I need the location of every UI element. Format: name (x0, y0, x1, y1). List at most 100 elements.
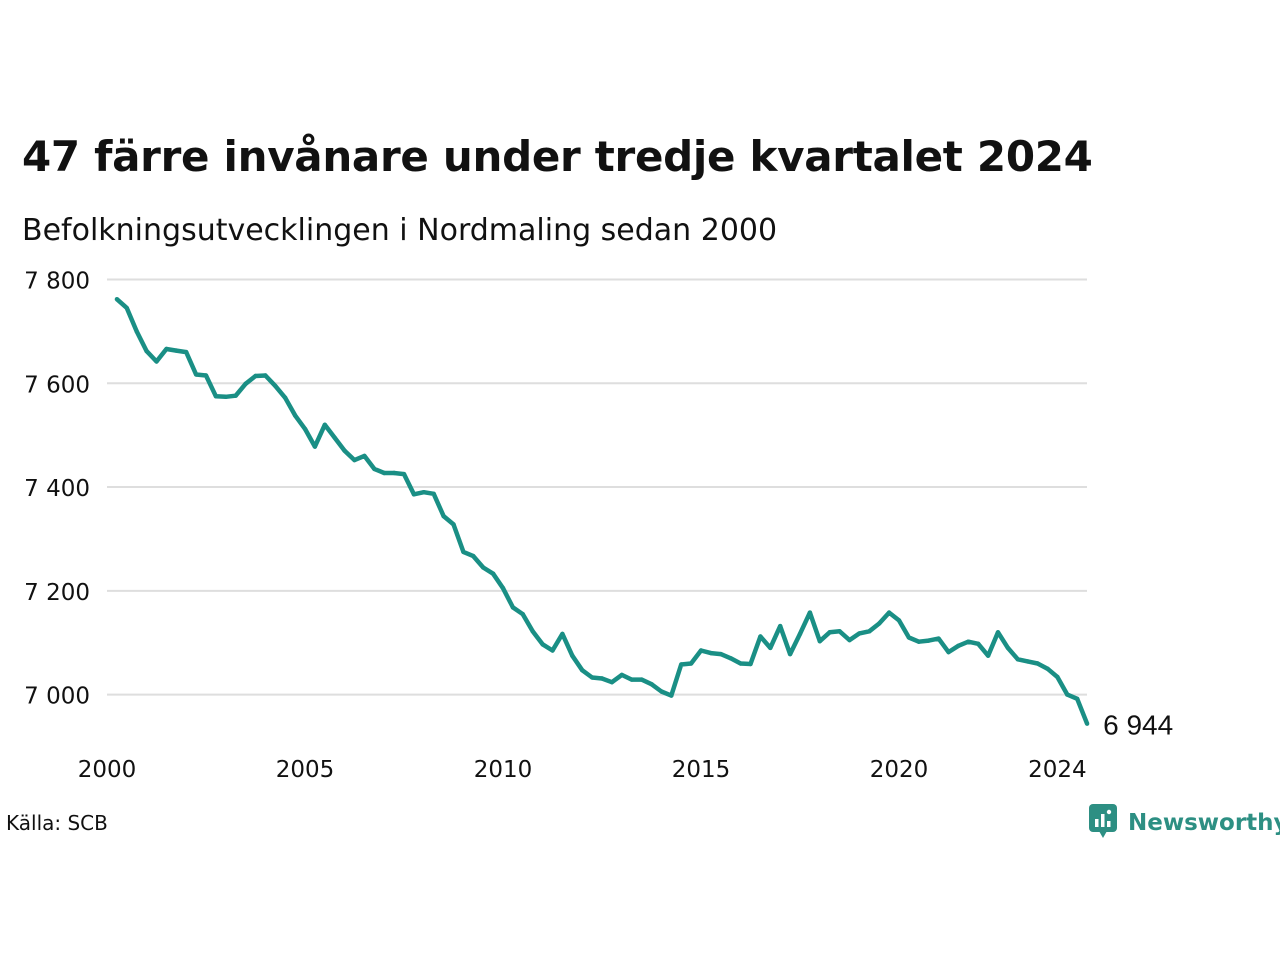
data-point (580, 668, 585, 673)
y-tick-label: 7 200 (24, 580, 90, 606)
data-point (540, 642, 545, 647)
data-point (362, 453, 367, 459)
data-point (698, 648, 704, 653)
newsworthy-logo-icon (1088, 803, 1118, 843)
data-point (886, 610, 892, 615)
data-point (352, 457, 357, 463)
data-point (787, 651, 793, 657)
data-point (144, 348, 149, 354)
data-point (174, 348, 179, 353)
data-point (768, 645, 773, 651)
data-point (233, 393, 238, 398)
data-point (530, 629, 535, 634)
data-labels: 6 944 (1103, 710, 1173, 741)
data-point (778, 623, 783, 629)
source-note: Källa: SCB (6, 811, 108, 835)
data-point (976, 641, 981, 646)
data-point (322, 422, 327, 427)
data-point (1075, 696, 1080, 701)
data-point (263, 373, 268, 378)
x-tick-label: 2024 (1028, 757, 1087, 783)
data-point (500, 586, 506, 591)
y-tick-label: 7 800 (24, 269, 90, 295)
data-point (124, 305, 129, 311)
series-line (115, 297, 1090, 725)
data-point (837, 629, 842, 634)
data-point (154, 359, 159, 364)
data-point (441, 513, 446, 519)
data-point (1035, 661, 1040, 666)
data-point (1015, 657, 1020, 662)
data-point (302, 426, 308, 432)
data-point (857, 631, 862, 636)
data-point (421, 490, 426, 495)
data-point (688, 661, 694, 666)
data-point (629, 677, 634, 682)
data-point (332, 435, 337, 440)
data-point (619, 672, 624, 678)
data-point (481, 565, 486, 570)
data-point (916, 639, 921, 644)
data-point (589, 675, 595, 680)
data-point (599, 676, 605, 681)
data-point (966, 639, 971, 644)
x-tick-label: 2005 (276, 757, 335, 783)
data-point (134, 329, 139, 334)
y-tick-label: 7 400 (24, 476, 90, 502)
data-point (906, 635, 912, 640)
data-point (203, 373, 209, 378)
end-value-label: 6 944 (1103, 710, 1173, 741)
data-point (490, 571, 496, 576)
data-point (193, 372, 199, 377)
data-point (758, 634, 763, 639)
data-point (985, 653, 991, 658)
data-point (877, 621, 882, 626)
chart-subtitle: Befolkningsutvecklingen i Nordmaling sed… (22, 213, 778, 248)
data-point (896, 618, 902, 623)
data-point (401, 471, 407, 477)
data-point (451, 522, 456, 527)
data-point (946, 649, 951, 655)
data-point (679, 662, 684, 667)
data-point (847, 637, 852, 643)
grid-lines (107, 278, 1087, 696)
x-tick-label: 2020 (870, 757, 929, 783)
data-point (797, 631, 803, 637)
data-point (827, 630, 832, 635)
data-point (382, 470, 387, 476)
data-point (243, 381, 248, 386)
data-point (283, 395, 288, 400)
data-point (1084, 721, 1090, 726)
data-point (738, 661, 743, 666)
series (114, 297, 1090, 726)
data-point (213, 394, 219, 399)
data-point (253, 373, 258, 379)
data-point (184, 349, 189, 355)
data-point (431, 491, 436, 496)
data-point (1065, 692, 1070, 697)
data-point (570, 653, 575, 658)
data-point (936, 636, 941, 641)
brand-logo: Newsworthy (1088, 803, 1280, 843)
x-axis-tick-labels: 2000 2005 2010 2015 2020 2024 (78, 757, 1087, 783)
data-point (669, 693, 674, 698)
data-point (114, 297, 120, 302)
x-tick-label: 2010 (474, 757, 533, 783)
data-point (550, 648, 555, 653)
data-point (520, 612, 525, 617)
data-point (510, 605, 516, 610)
data-point (817, 639, 822, 644)
data-point (223, 394, 228, 399)
data-point (639, 677, 644, 682)
data-point (995, 630, 1001, 635)
data-point (748, 661, 753, 667)
data-point (372, 466, 377, 472)
data-point (471, 553, 476, 559)
x-tick-label: 2000 (78, 757, 137, 783)
y-tick-label: 7 600 (24, 372, 90, 398)
data-point (411, 492, 417, 497)
data-point (461, 549, 466, 555)
data-point (728, 656, 733, 661)
data-point (391, 470, 397, 476)
y-tick-label: 7 000 (24, 684, 90, 710)
